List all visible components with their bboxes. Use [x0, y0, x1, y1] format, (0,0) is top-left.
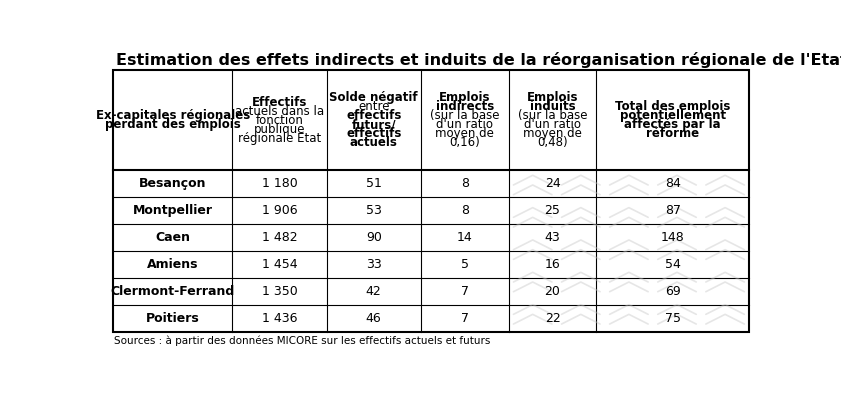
- Text: Solde négatif: Solde négatif: [330, 91, 418, 104]
- Text: d'un ratio: d'un ratio: [524, 118, 581, 131]
- Text: régionale Etat: régionale Etat: [238, 132, 321, 145]
- Text: 8: 8: [461, 204, 468, 217]
- Text: Clermont-Ferrand: Clermont-Ferrand: [110, 285, 235, 298]
- Text: Caen: Caen: [156, 231, 190, 244]
- Text: 53: 53: [366, 204, 382, 217]
- Text: effectifs: effectifs: [346, 128, 401, 140]
- Text: (sur la base: (sur la base: [518, 109, 587, 122]
- Text: 87: 87: [664, 204, 681, 217]
- Text: 54: 54: [665, 258, 680, 271]
- Text: 25: 25: [545, 204, 560, 217]
- Text: Estimation des effets indirects et induits de la réorganisation régionale de l'E: Estimation des effets indirects et indui…: [116, 52, 841, 68]
- Text: 43: 43: [545, 231, 560, 244]
- Text: potentiellement: potentiellement: [620, 109, 726, 122]
- Text: perdant des emplois: perdant des emplois: [105, 118, 241, 131]
- Text: 1 180: 1 180: [262, 178, 298, 190]
- Text: moyen de: moyen de: [436, 128, 495, 140]
- Text: 1 482: 1 482: [262, 231, 298, 244]
- Text: 46: 46: [366, 312, 382, 325]
- Text: Amiens: Amiens: [147, 258, 198, 271]
- Text: Poitiers: Poitiers: [145, 312, 199, 325]
- Text: 16: 16: [545, 258, 560, 271]
- Text: moyen de: moyen de: [523, 128, 582, 140]
- Text: actuels dans la: actuels dans la: [235, 105, 324, 118]
- Text: 24: 24: [545, 178, 560, 190]
- Text: 75: 75: [664, 312, 681, 325]
- Text: 84: 84: [665, 178, 680, 190]
- Text: 20: 20: [545, 285, 560, 298]
- Text: Emplois: Emplois: [526, 91, 579, 104]
- Text: Emplois: Emplois: [439, 91, 490, 104]
- Text: d'un ratio: d'un ratio: [436, 118, 493, 131]
- Text: 7: 7: [461, 312, 468, 325]
- Text: réforme: réforme: [646, 128, 700, 140]
- Text: 33: 33: [366, 258, 382, 271]
- Text: 0,48): 0,48): [537, 136, 568, 150]
- Text: Effectifs: Effectifs: [252, 96, 307, 109]
- Text: Ex-capitales régionales: Ex-capitales régionales: [96, 109, 250, 122]
- Text: 148: 148: [661, 231, 685, 244]
- Text: effectifs: effectifs: [346, 109, 401, 122]
- Text: Sources : à partir des données MICORE sur les effectifs actuels et futurs: Sources : à partir des données MICORE su…: [114, 335, 491, 346]
- Text: 1 436: 1 436: [262, 312, 298, 325]
- Text: entre: entre: [358, 100, 389, 113]
- Text: 22: 22: [545, 312, 560, 325]
- Text: Total des emplois: Total des emplois: [615, 100, 731, 113]
- Text: 0,16): 0,16): [449, 136, 480, 150]
- Text: affectés par la: affectés par la: [625, 118, 721, 131]
- Text: 1 350: 1 350: [262, 285, 298, 298]
- Text: 69: 69: [665, 285, 680, 298]
- Text: 90: 90: [366, 231, 382, 244]
- Text: 14: 14: [457, 231, 473, 244]
- Text: 1 906: 1 906: [262, 204, 298, 217]
- Text: 5: 5: [461, 258, 468, 271]
- Text: publique: publique: [254, 123, 305, 136]
- Bar: [113, 70, 749, 332]
- Text: actuels: actuels: [350, 136, 398, 150]
- Text: induits: induits: [530, 100, 575, 113]
- Text: 1 454: 1 454: [262, 258, 298, 271]
- Text: 7: 7: [461, 285, 468, 298]
- Text: Montpellier: Montpellier: [133, 204, 213, 217]
- Text: indirects: indirects: [436, 100, 494, 113]
- Text: futurs/: futurs/: [352, 118, 396, 131]
- Text: 42: 42: [366, 285, 382, 298]
- Text: fonction: fonction: [256, 114, 304, 127]
- Text: 51: 51: [366, 178, 382, 190]
- Text: Besançon: Besançon: [139, 178, 206, 190]
- Text: 8: 8: [461, 178, 468, 190]
- Text: (sur la base: (sur la base: [430, 109, 500, 122]
